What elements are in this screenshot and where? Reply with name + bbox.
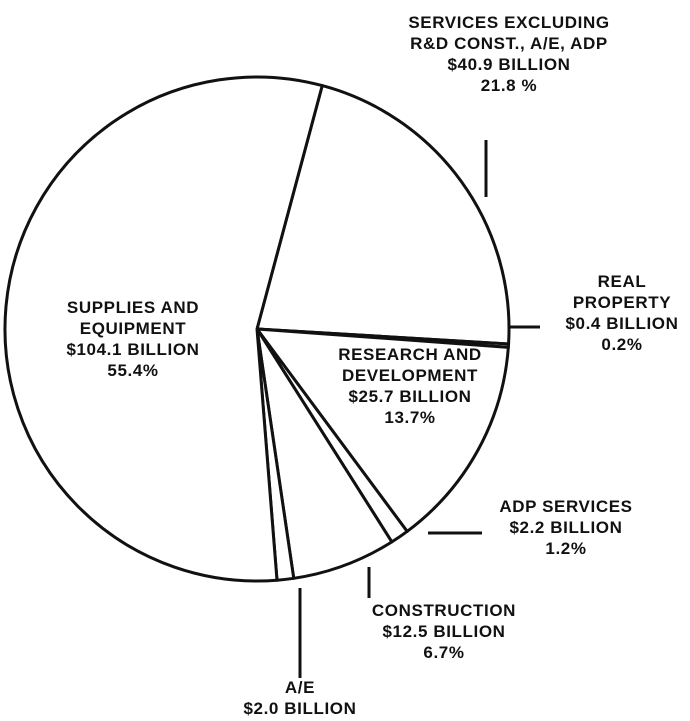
slice-label-research-development: RESEARCH AND DEVELOPMENT $25.7 BILLION 13.7… bbox=[338, 345, 482, 427]
slice-label-line: $2.0 BILLION bbox=[243, 699, 356, 718]
slice-label-line: DEVELOPMENT bbox=[342, 366, 478, 385]
pie-slice-supplies-equipment bbox=[3, 75, 324, 583]
pie-slices bbox=[3, 75, 511, 583]
slice-label-line: $12.5 BILLION bbox=[382, 622, 505, 641]
slice-label-line: $104.1 BILLION bbox=[66, 340, 199, 359]
slice-label-line: 21.8 % bbox=[481, 76, 538, 95]
slice-label-line: A/E bbox=[285, 678, 315, 697]
leader-lines bbox=[298, 140, 540, 678]
slice-labels: SERVICES EXCLUDING R&D CONST., A/E, ADP $4… bbox=[66, 13, 678, 721]
slice-label-adp-services: ADP SERVICES $2.2 BILLION 1.2% bbox=[499, 497, 632, 558]
slice-label-line: $0.4 BILLION bbox=[565, 314, 678, 333]
slice-label-real-property: REAL PROPERTY $0.4 BILLION 0.2% bbox=[565, 272, 678, 354]
slice-label-services: SERVICES EXCLUDING R&D CONST., A/E, ADP $4… bbox=[408, 13, 609, 95]
slice-label-line: 55.4% bbox=[107, 361, 158, 380]
slice-label-line: $40.9 BILLION bbox=[447, 55, 570, 74]
slice-label-line: CONSTRUCTION bbox=[372, 601, 516, 620]
slice-label-line: 6.7% bbox=[423, 643, 464, 662]
slice-label-line: PROPERTY bbox=[573, 293, 671, 312]
slice-label-line: REAL bbox=[598, 272, 647, 291]
slice-label-line: 1.2% bbox=[545, 539, 586, 558]
slice-label-line: $25.7 BILLION bbox=[348, 387, 471, 406]
slice-label-line: ADP SERVICES bbox=[499, 497, 632, 516]
slice-label-supplies-equipment: SUPPLIES AND EQUIPMENT $104.1 BILLION 55.4% bbox=[66, 298, 199, 380]
slice-label-line: SUPPLIES AND bbox=[67, 298, 199, 317]
slice-label-line: R&D CONST., A/E, ADP bbox=[410, 34, 608, 53]
slice-label-line: $2.2 BILLION bbox=[509, 518, 622, 537]
slice-label-line: EQUIPMENT bbox=[80, 319, 186, 338]
slice-label-line: 0.2% bbox=[601, 335, 642, 354]
slice-label-line: 13.7% bbox=[384, 408, 435, 427]
slice-label-line: SERVICES EXCLUDING bbox=[408, 13, 609, 32]
pie-slice-research-development bbox=[255, 327, 510, 533]
pie-slice-services bbox=[255, 84, 511, 346]
slice-label-construction: CONSTRUCTION $12.5 BILLION 6.7% bbox=[372, 601, 516, 662]
slice-label-line: RESEARCH AND bbox=[338, 345, 482, 364]
